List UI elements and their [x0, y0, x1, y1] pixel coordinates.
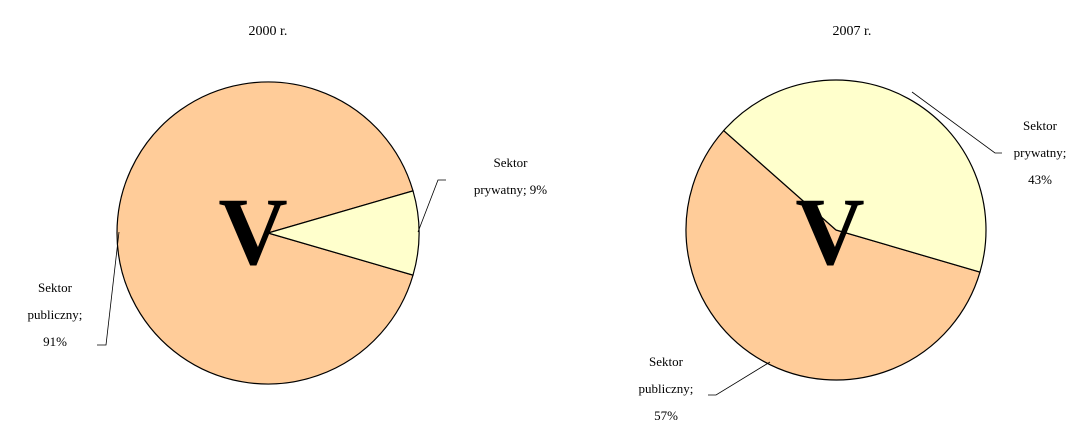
data-label: Sektor publiczny; 57% [638, 354, 694, 423]
data-label: Sektor prywatny; 9% [473, 155, 548, 197]
watermark: V [218, 178, 287, 285]
leader-line [97, 231, 120, 346]
chart-title: 2007 r. [833, 24, 872, 39]
leader-line [417, 179, 446, 233]
leader-line [708, 361, 771, 396]
pie-slice [116, 81, 414, 385]
pie-slice [685, 129, 981, 381]
data-label: Sektor prywatny; 43% [1013, 118, 1067, 187]
chart-title: 2000 r. [249, 24, 288, 39]
pie-slice [265, 190, 420, 276]
watermark: V [795, 178, 864, 285]
pie-slice [722, 79, 987, 273]
leader-line [911, 91, 1002, 154]
data-label: Sektor publiczny; 91% [27, 280, 83, 349]
